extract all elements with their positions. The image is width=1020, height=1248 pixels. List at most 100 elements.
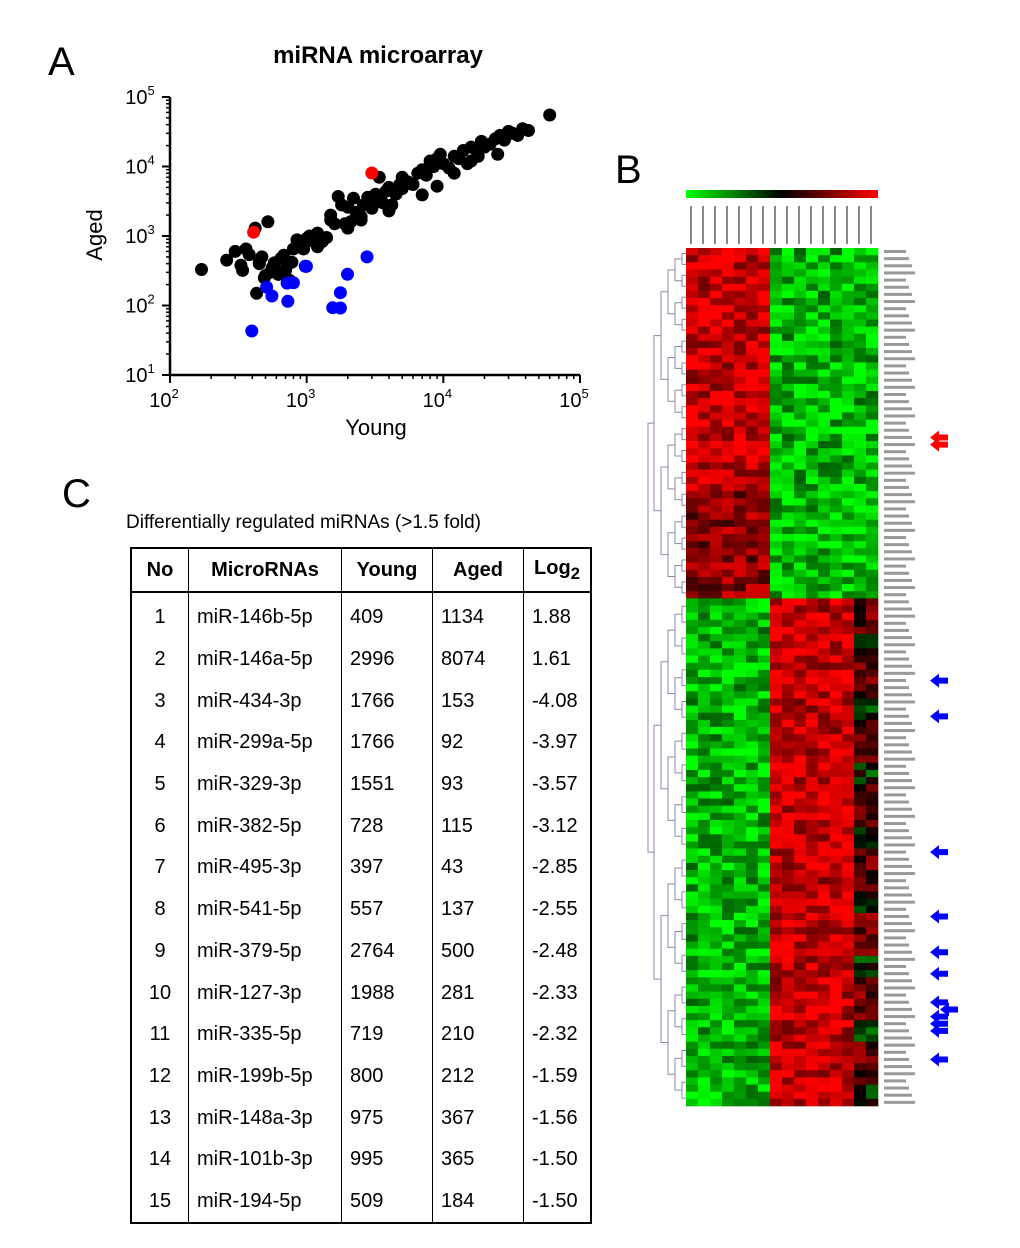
heatmap-cell: [746, 705, 759, 714]
heatmap-cell: [710, 405, 723, 413]
heatmap-cell: [794, 519, 807, 528]
heatmap-cell: [698, 448, 711, 456]
heatmap-cell: [770, 419, 783, 428]
heatmap-cell: [782, 977, 795, 985]
dendrogram-branch: [681, 1050, 689, 1067]
heatmap-cell: [734, 248, 747, 256]
heatmap-cell: [722, 312, 735, 320]
heatmap-cell: [806, 305, 819, 313]
heatmap-cell: [854, 991, 867, 1000]
heatmap-cell: [854, 1070, 867, 1078]
heatmap-cell: [734, 340, 747, 349]
heatmap-cell: [806, 462, 819, 470]
heatmap-cell: [722, 498, 735, 506]
heatmap-cell: [806, 391, 819, 399]
heatmap-cell: [806, 634, 819, 642]
column-label-mark: [822, 206, 824, 244]
heatmap-cell: [758, 834, 771, 842]
heatmap-cell: [746, 648, 759, 656]
heatmap-cell: [734, 727, 747, 735]
heatmap-cell: [842, 648, 855, 656]
heatmap-cell: [830, 891, 843, 899]
heatmap-cell: [842, 677, 855, 685]
heatmap-cell: [794, 827, 807, 835]
heatmap-cell: [758, 348, 771, 356]
heatmap-cell: [770, 319, 783, 327]
heatmap-cell: [770, 655, 783, 663]
heatmap-cell: [782, 584, 795, 592]
heatmap-cell: [746, 491, 759, 499]
heatmap-cell: [746, 1063, 759, 1071]
heatmap-cell: [794, 548, 807, 556]
heatmap-cell: [830, 798, 843, 806]
heatmap-cell: [830, 348, 843, 356]
dendrogram-branch: [674, 931, 682, 964]
heatmap-cell: [782, 669, 795, 678]
dendrogram-branch: [681, 954, 689, 972]
row-label-mark: [884, 679, 906, 682]
heatmap-cell: [818, 1070, 831, 1078]
cell-log2: 1.88: [523, 592, 592, 639]
heatmap-cell: [854, 512, 867, 520]
heatmap-cell: [698, 255, 711, 263]
heatmap-cell: [806, 662, 819, 671]
heatmap-cell: [806, 626, 819, 635]
heatmap-cell: [746, 848, 759, 857]
heatmap-cell: [794, 691, 807, 699]
row-label-mark: [884, 750, 912, 754]
heatmap-cell: [806, 955, 819, 964]
heatmap-cell: [854, 612, 867, 621]
highlight-arrow-icon: [930, 437, 948, 452]
heatmap-cell: [818, 376, 831, 385]
heatmap-cell: [866, 298, 879, 306]
heatmap-cell: [686, 777, 699, 785]
highlight-arrow-icon: [930, 1016, 948, 1031]
heatmap-cell: [770, 834, 783, 842]
heatmap-cell: [818, 719, 831, 728]
heatmap-cell: [782, 1063, 795, 1071]
heatmap-cell: [686, 441, 699, 449]
heatmap-cell: [866, 662, 879, 671]
heatmap-cell: [710, 905, 723, 914]
highlight-arrow-icon: [930, 966, 948, 981]
heatmap-cell: [866, 634, 879, 642]
heatmap-cell: [698, 798, 711, 806]
heatmap-cell: [830, 684, 843, 692]
heatmap-cell: [734, 1077, 747, 1085]
heatmap-cell: [830, 383, 843, 392]
heatmap-cell: [806, 340, 819, 349]
row-label-mark: [884, 1065, 912, 1069]
dendrogram-branch: [674, 804, 682, 837]
log-subscript: 2: [570, 563, 580, 583]
heatmap-cell: [686, 898, 699, 907]
heatmap-cell: [782, 712, 795, 721]
heatmap-cell: [686, 884, 699, 892]
heatmap-cell: [782, 283, 795, 292]
heatmap-cell: [710, 591, 723, 599]
heatmap-cell: [698, 326, 711, 335]
heatmap-cell: [770, 498, 783, 506]
row-label-mark: [884, 879, 906, 883]
heatmap-cell: [686, 598, 699, 606]
heatmap-cell: [842, 877, 855, 885]
heatmap-cell: [866, 376, 879, 385]
heatmap-cell: [770, 376, 783, 385]
heatmap-cell: [818, 734, 831, 742]
row-label-mark: [884, 450, 906, 454]
heatmap-cell: [746, 812, 759, 821]
heatmap-cell: [746, 998, 759, 1007]
heatmap-cell: [782, 1034, 795, 1042]
heatmap-cell: [866, 998, 879, 1007]
heatmap-cell: [830, 283, 843, 292]
heatmap-cell: [734, 412, 747, 420]
heatmap-cell: [734, 426, 747, 435]
heatmap-cell: [818, 619, 831, 628]
dendrogram-branch: [681, 318, 689, 331]
heatmap-cell: [866, 834, 879, 842]
row-label-mark: [884, 729, 915, 733]
heatmap-cell: [722, 812, 735, 821]
heatmap-cell: [770, 569, 783, 578]
heatmap-cell: [842, 476, 855, 485]
heatmap-cell: [866, 391, 879, 399]
heatmap-cell: [806, 1005, 819, 1014]
